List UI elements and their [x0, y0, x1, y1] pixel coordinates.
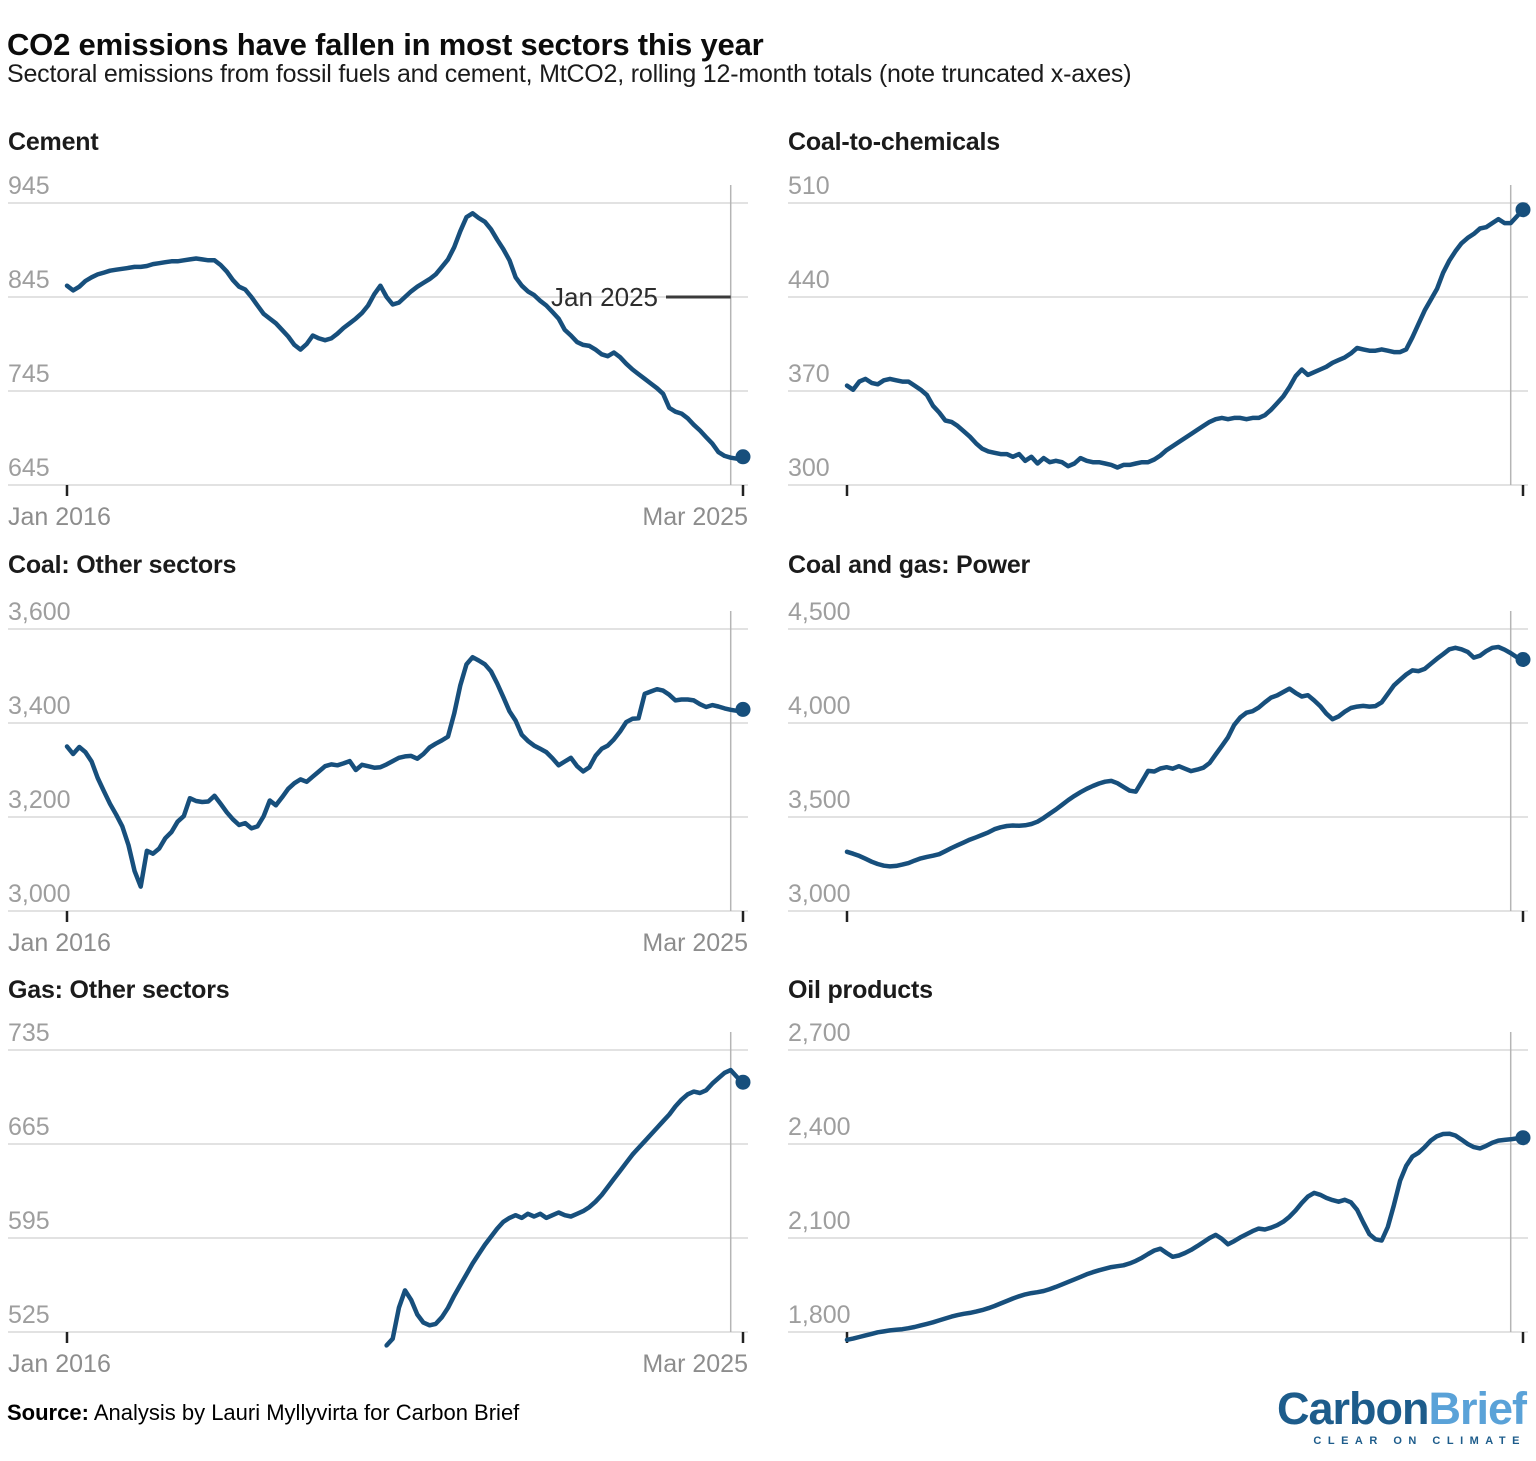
series-line-oil-products: [844, 1131, 1526, 1343]
chart-panel-oil-products: 2,700 2,400 2,100 1,800: [788, 1019, 1531, 1343]
series-end-dot-coal-and-gas-power: [1515, 652, 1531, 667]
x-axis-label-start: Jan 2016: [8, 503, 111, 531]
source-text: Analysis by Lauri Myllyvirta for Carbon …: [88, 1400, 520, 1425]
y-axis-label: 3,000: [8, 880, 71, 908]
logo-tagline: CLEAR ON CLIMATE: [1313, 1435, 1526, 1447]
y-axis-label: 4,500: [788, 598, 851, 626]
y-axis-label: 370: [788, 360, 830, 388]
series-end-dot-cement: [735, 449, 751, 465]
y-axis-label: 645: [8, 454, 50, 482]
source-note: Source: Analysis by Lauri Myllyvirta for…: [7, 1400, 519, 1426]
x-axis-label-end: Mar 2025: [642, 1350, 748, 1378]
y-axis-label: 2,100: [788, 1207, 851, 1235]
chart-title-cement: Cement: [8, 128, 99, 156]
logo-brief: Brief: [1428, 1383, 1527, 1434]
chart-title-oil-products: Oil products: [788, 976, 933, 1004]
series-line-cement: [64, 211, 746, 461]
y-axis-label: 4,000: [788, 692, 851, 720]
y-axis-label: 440: [788, 266, 830, 294]
x-axis-label-start: Jan 2016: [8, 1350, 111, 1378]
page-title: CO2 emissions have fallen in most sector…: [7, 26, 764, 62]
y-axis-label: 2,400: [788, 1113, 851, 1141]
chart-panel-coal-to-chemicals: 510 440 370 300: [788, 172, 1531, 496]
y-axis-label: 945: [8, 172, 50, 200]
series-line-coal-to-chemicals: [844, 207, 1526, 470]
y-axis-label: 525: [8, 1301, 50, 1329]
y-axis-label: 510: [788, 172, 830, 200]
chart-panel-coal-and-gas-power: 4,500 4,000 3,500 3,000: [788, 598, 1531, 922]
y-axis-label: 745: [8, 360, 50, 388]
y-axis-label: 3,500: [788, 786, 851, 814]
logo-carbon: Carbon: [1276, 1383, 1429, 1434]
y-axis-label: 735: [8, 1019, 50, 1047]
series-end-dot-coal-to-chemicals: [1515, 202, 1531, 218]
carbonbrief-logo: CarbonBrief CLEAR ON CLIMATE: [1276, 1383, 1527, 1447]
chart-title-coal-other-sectors: Coal: Other sectors: [8, 551, 237, 579]
y-axis-label: 3,600: [8, 598, 71, 626]
source-label: Source:: [7, 1400, 89, 1425]
carbonbrief-logo-wordmark: CarbonBrief: [1276, 1383, 1527, 1434]
series-end-dot-oil-products: [1515, 1130, 1531, 1146]
x-axis-label-start: Jan 2016: [8, 929, 111, 957]
chart-panel-cement: 945 845 745 645 Jan 2016 Mar 2025 Jan 2025: [8, 172, 751, 531]
series-end-dot-coal-other-sectors: [735, 701, 751, 717]
chart-panel-coal-other-sectors: 3,600 3,400 3,200 3,000 Jan 2016 Mar 2025: [8, 598, 751, 957]
series-end-dot-gas-other-sectors: [735, 1074, 751, 1090]
y-axis-label: 845: [8, 266, 50, 294]
y-axis-label: 3,000: [788, 880, 851, 908]
x-axis-label-end: Mar 2025: [642, 503, 748, 531]
chart-title-gas-other-sectors: Gas: Other sectors: [8, 976, 230, 1004]
y-axis-label: 595: [8, 1207, 50, 1235]
y-axis-label: 665: [8, 1113, 50, 1141]
y-axis-label: 1,800: [788, 1301, 851, 1329]
series-line-coal-other-sectors: [64, 654, 746, 889]
chart-title-coal-to-chemicals: Coal-to-chemicals: [788, 128, 1000, 156]
page-subtitle: Sectoral emissions from fossil fuels and…: [7, 60, 1132, 88]
series-line-gas-other-sectors: [384, 1067, 746, 1348]
chart-panel-gas-other-sectors: 735 665 595 525 Jan 2016 Mar 2025: [8, 1019, 751, 1378]
chart-title-coal-and-gas-power: Coal and gas: Power: [788, 551, 1031, 579]
annotation-jan-2025: Jan 2025: [551, 282, 658, 312]
y-axis-label: 300: [788, 454, 830, 482]
y-axis-label: 2,700: [788, 1019, 851, 1047]
series-line-coal-and-gas-power: [844, 644, 1526, 869]
x-axis-label-end: Mar 2025: [642, 929, 748, 957]
y-axis-label: 3,400: [8, 692, 71, 720]
y-axis-label: 3,200: [8, 786, 71, 814]
